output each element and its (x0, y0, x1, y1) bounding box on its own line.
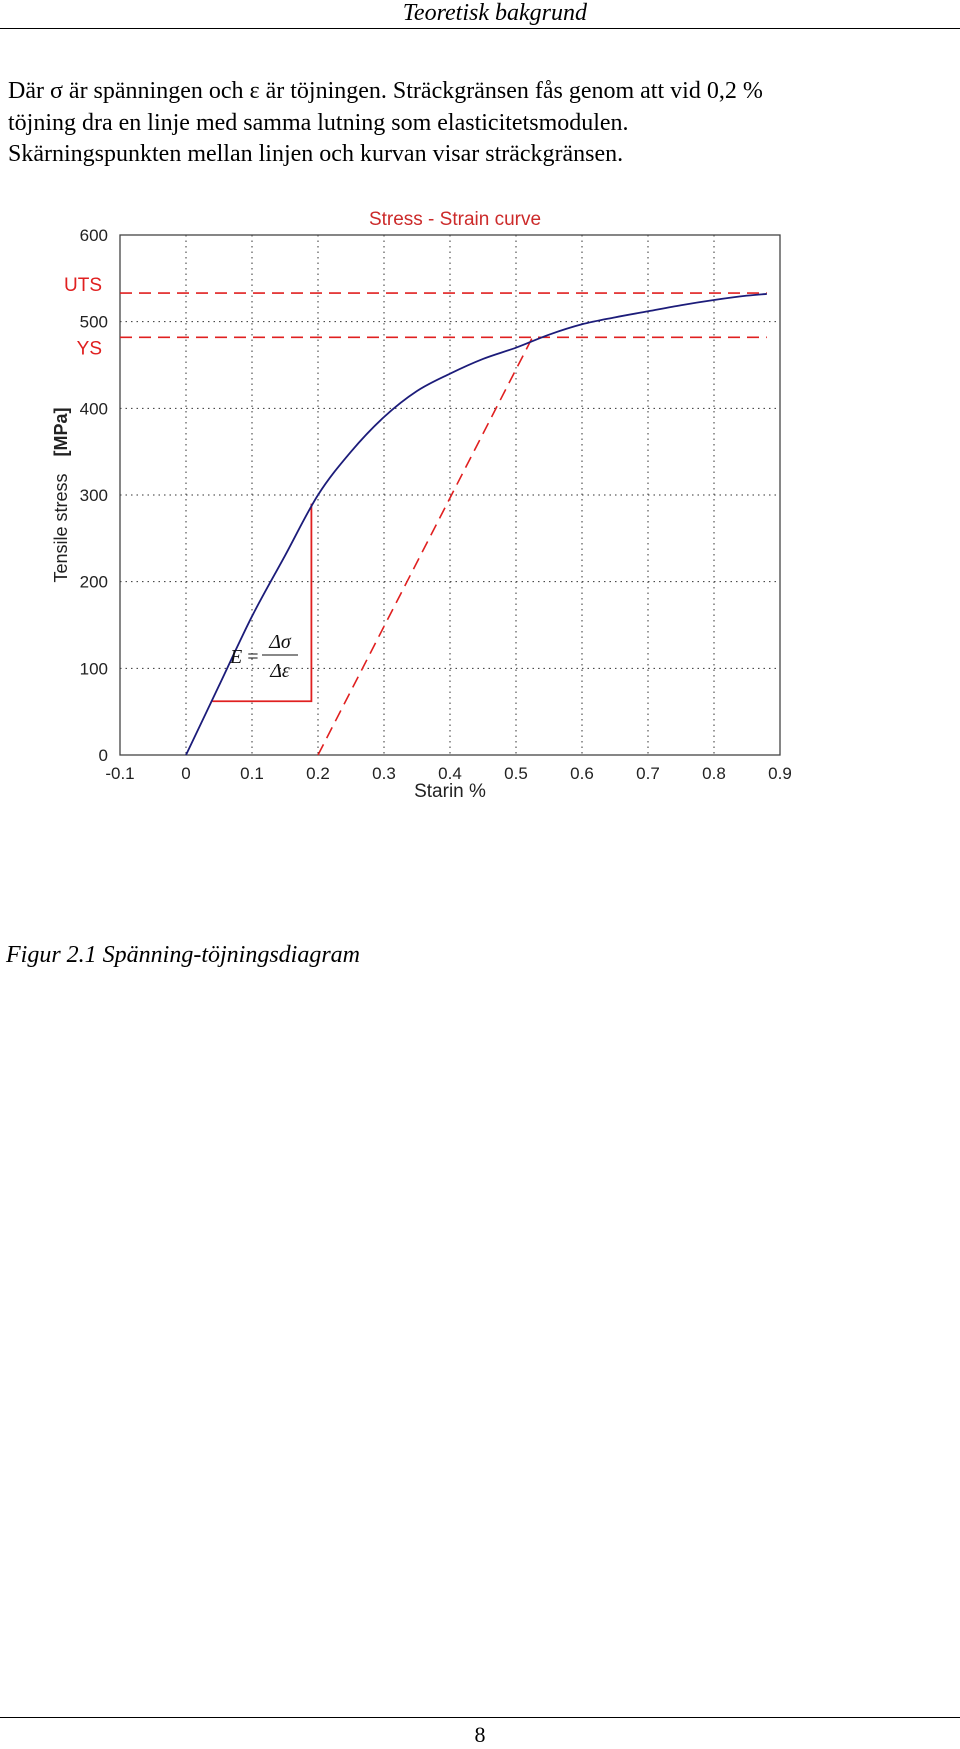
page-header: Teoretisk bakgrund (0, 0, 960, 29)
slope-triangle (212, 503, 313, 703)
formula-numerator: Δσ (268, 631, 292, 653)
slope-triangle-lines (212, 503, 313, 703)
y-axis-label: Tensile stress [MPa] (51, 407, 71, 582)
x-tick-label: 0 (181, 764, 190, 783)
series (185, 293, 767, 756)
y-tick-label: 600 (80, 226, 108, 245)
x-axis-label: Starin % (414, 781, 486, 802)
page-number: 8 (474, 1722, 486, 1747)
stress-strain-curve (185, 293, 767, 756)
x-tick-label: 0.4 (438, 764, 462, 783)
x-tick-label: 0.6 (570, 764, 594, 783)
stress-strain-chart: Stress - Strain curve -0.1 0 0.1 0.2 0.3 0.4 0… (40, 205, 900, 905)
formula-denominator: Δε (269, 660, 290, 682)
plot-frame (119, 234, 781, 756)
paragraph-line: Skärningspunkten mellan linjen och kurva… (8, 141, 624, 167)
chart-background (40, 205, 900, 905)
x-tick-label: 0.5 (504, 764, 528, 783)
footer-divider (0, 1717, 960, 1718)
header-title: Teoretisk bakgrund (402, 0, 587, 26)
body-paragraph: Där σ är spänningen och ε är töjningen. … (8, 76, 948, 171)
tick-labels: -0.1 0 0.1 0.2 0.3 0.4 0.5 0.6 0.7 0.8 0.901002003… (80, 226, 792, 783)
chart-labels: Starin % Tensile stress [MPa] (51, 407, 486, 802)
y-tick-label: 100 (80, 659, 108, 678)
x-tick-label: 0.8 (702, 764, 726, 783)
y-tick-label: 500 (80, 313, 108, 332)
reference-label-ys: YS (77, 338, 102, 359)
reference-lines: UTS YS (64, 275, 767, 756)
y-tick-label: 400 (80, 399, 108, 418)
x-tick-label: 0.3 (372, 764, 396, 783)
figure-caption: Figur 2.1 Spänning-töjningsdiagram (6, 942, 361, 968)
formula-equals: = (246, 646, 260, 668)
y-axis-label-text: Tensile stress (51, 473, 71, 582)
x-tick-label: -0.1 (105, 764, 134, 783)
x-tick-label: 0.9 (768, 764, 792, 783)
x-tick-label: 0.7 (636, 764, 660, 783)
y-tick-label: 300 (80, 486, 108, 505)
formula-lhs: E (229, 646, 242, 668)
paragraph-line: Där σ är spänningen och ε är töjningen. … (8, 78, 763, 104)
reference-label-uts: UTS (64, 275, 102, 296)
y-tick-label: 0 (99, 746, 108, 765)
modulus-formula: E = Δσ Δε (229, 631, 298, 682)
offset-line (317, 336, 534, 756)
x-tick-label: 0.1 (240, 764, 264, 783)
paragraph-line: töjning dra en linje med samma lutning s… (8, 109, 629, 136)
x-tick-label: 0.2 (306, 764, 330, 783)
y-tick-label: 200 (80, 573, 108, 592)
y-axis-unit: [MPa] (51, 407, 71, 456)
chart-title: Stress - Strain curve (369, 209, 541, 230)
